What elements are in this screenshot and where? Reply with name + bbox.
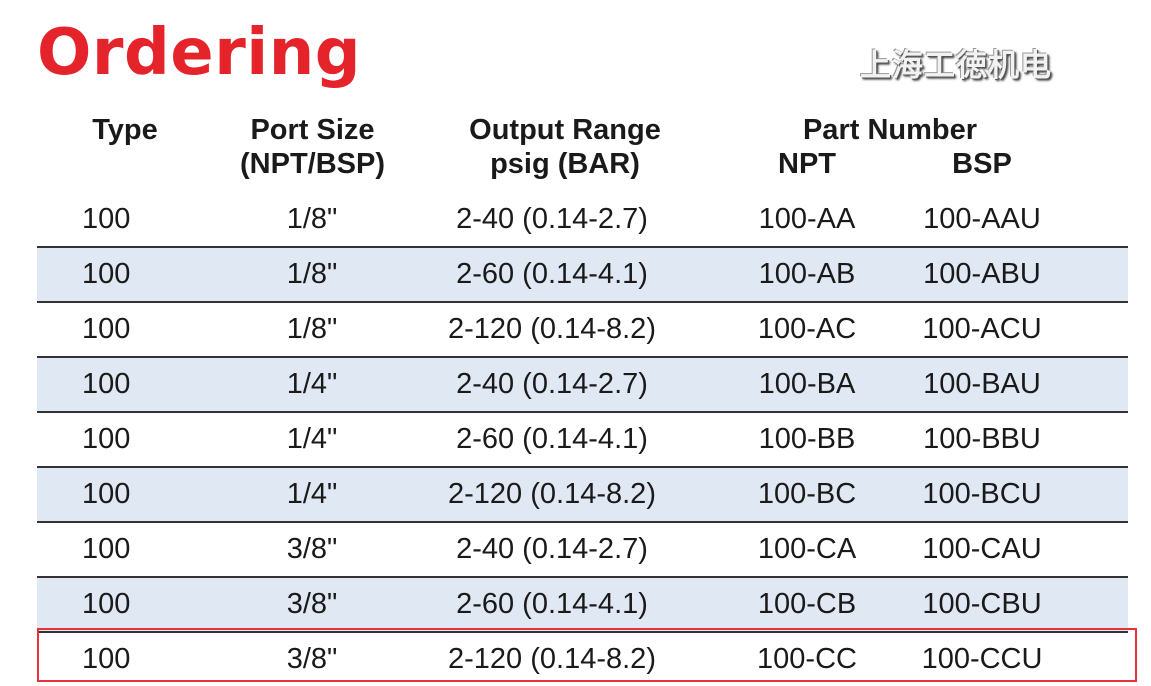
cell-npt-part: 100-CB (757, 588, 857, 620)
table-row: 100 1/4" 2-40 (0.14-2.7) 100-BA 100-BAU (37, 358, 1128, 413)
cell-port-size: 3/8" (286, 533, 338, 565)
cell-bsp-part: 100-ABU (923, 258, 1041, 290)
cell-type: 100 (82, 203, 131, 235)
cell-npt-part: 100-BB (758, 423, 856, 455)
cell-bsp-part: 100-BCU (922, 478, 1042, 510)
cell-output-range: 2-120 (0.14-8.2) (448, 643, 656, 675)
watermark: 上海工徳机电 (860, 48, 1052, 84)
cell-port-size: 3/8" (286, 588, 338, 620)
cell-bsp-part: 100-BAU (923, 368, 1041, 400)
table-row: 100 1/4" 2-120 (0.14-8.2) 100-BC 100-BCU (37, 468, 1128, 523)
cell-bsp-part: 100-CCU (921, 643, 1043, 675)
cell-output-range: 2-40 (0.14-2.7) (456, 203, 648, 235)
ordering-table: 100 1/8" 2-40 (0.14-2.7) 100-AA 100-AAU 100 1/… (37, 193, 1128, 686)
cell-type: 100 (82, 258, 131, 290)
cell-npt-part: 100-AA (758, 203, 856, 235)
table-row: 100 1/4" 2-60 (0.14-4.1) 100-BB 100-BBU (37, 413, 1128, 468)
cell-bsp-part: 100-CAU (922, 533, 1042, 565)
cell-npt-part: 100-AB (758, 258, 856, 290)
cell-output-range: 2-40 (0.14-2.7) (456, 368, 648, 400)
table-row: 100 1/8" 2-40 (0.14-2.7) 100-AA 100-AAU (37, 193, 1128, 248)
cell-type: 100 (82, 313, 131, 345)
cell-bsp-part: 100-AAU (923, 203, 1041, 235)
cell-port-size: 1/4" (286, 423, 338, 455)
cell-type: 100 (82, 423, 131, 455)
header-part-number: Part Number (802, 114, 978, 146)
cell-type: 100 (82, 368, 131, 400)
cell-output-range: 2-60 (0.14-4.1) (456, 588, 648, 620)
cell-npt-part: 100-BA (758, 368, 856, 400)
cell-port-size: 1/4" (286, 368, 338, 400)
table-row: 100 3/8" 2-40 (0.14-2.7) 100-CA 100-CAU (37, 523, 1128, 578)
cell-npt-part: 100-CC (757, 643, 857, 675)
cell-bsp-part: 100-BBU (923, 423, 1041, 455)
cell-type: 100 (82, 533, 131, 565)
table-row: 100 1/8" 2-120 (0.14-8.2) 100-AC 100-ACU (37, 303, 1128, 358)
cell-port-size: 1/8" (286, 313, 338, 345)
cell-npt-part: 100-CA (757, 533, 857, 565)
header-output-range-line2: psig (BAR) (490, 148, 640, 180)
cell-bsp-part: 100-ACU (922, 313, 1042, 345)
header-bsp: BSP (952, 148, 1012, 180)
header-port-size-line2: (NPT/BSP) (240, 148, 385, 180)
header-port-size: Port Size (NPT/BSP) (215, 113, 410, 181)
table-row: 100 3/8" 2-120 (0.14-8.2) 100-CC 100-CCU (37, 633, 1128, 686)
header-port-size-line1: Port Size (250, 114, 375, 146)
cell-type: 100 (82, 588, 131, 620)
cell-bsp-part: 100-CBU (922, 588, 1042, 620)
cell-npt-part: 100-BC (757, 478, 857, 510)
cell-output-range: 2-40 (0.14-2.7) (456, 533, 648, 565)
cell-output-range: 2-120 (0.14-8.2) (448, 313, 656, 345)
cell-type: 100 (82, 643, 131, 675)
cell-npt-part: 100-AC (757, 313, 857, 345)
table-row: 100 1/8" 2-60 (0.14-4.1) 100-AB 100-ABU (37, 248, 1128, 303)
cell-output-range: 2-120 (0.14-8.2) (448, 478, 656, 510)
page-title: Ordering (37, 16, 362, 90)
cell-port-size: 1/8" (286, 203, 338, 235)
cell-output-range: 2-60 (0.14-4.1) (456, 423, 648, 455)
header-output-range-line1: Output Range (469, 114, 661, 146)
highlight-box (37, 628, 1137, 682)
cell-port-size: 1/4" (286, 478, 338, 510)
cell-port-size: 3/8" (286, 643, 338, 675)
cell-type: 100 (82, 478, 131, 510)
header-npt: NPT (778, 148, 836, 180)
header-output-range: Output Range psig (BAR) (430, 113, 700, 181)
header-type: Type (92, 114, 158, 146)
cell-output-range: 2-60 (0.14-4.1) (456, 258, 648, 290)
cell-port-size: 1/8" (286, 258, 338, 290)
table-row: 100 3/8" 2-60 (0.14-4.1) 100-CB 100-CBU (37, 578, 1128, 633)
